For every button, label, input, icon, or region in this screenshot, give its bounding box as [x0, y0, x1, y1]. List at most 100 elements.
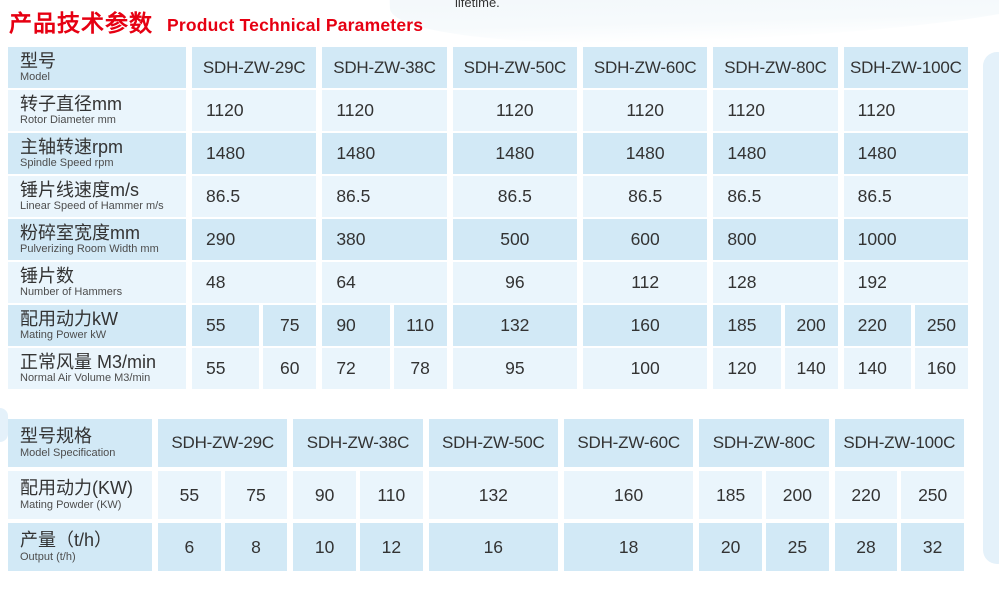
model-header-cell: SDH-ZW-80C — [699, 419, 829, 467]
model-header-cell: SDH-ZW-60C — [563, 419, 694, 467]
row-label-chinese: 型号 — [20, 50, 56, 71]
value-cell-wrap: 140 160 — [843, 348, 968, 389]
value: 86.5 — [713, 176, 838, 217]
value-cell-wrap: 1480 — [322, 133, 447, 174]
value: 95 — [452, 348, 577, 389]
value-cell-wrap: 86.5 — [322, 176, 447, 217]
row-label-english: Model Specification — [20, 446, 116, 459]
value-cell: 95 — [452, 348, 577, 389]
value-cell: 90 110 — [322, 305, 447, 346]
value-cell-wrap: 10 12 — [293, 523, 423, 571]
row-label-chinese: 正常风量 M3/min — [20, 351, 157, 372]
value-cell: 55 75 — [158, 471, 288, 519]
value-cell-wrap: 500 — [452, 219, 577, 260]
value: 20 — [699, 523, 762, 571]
value-cell: 220 250 — [843, 305, 968, 346]
value-cell-wrap: 55 75 — [192, 305, 317, 346]
value-cell: 86.5 — [713, 176, 838, 217]
value: 64 — [322, 262, 447, 303]
row-label: 产量（t/h） Output (t/h) — [8, 523, 152, 571]
row-label: 锤片线速度m/s Linear Speed of Hammer m/s — [8, 176, 186, 217]
row-label: 型号规格 Model Specification — [8, 419, 152, 467]
value-cell-wrap: 290 — [192, 219, 317, 260]
value-cell: 55 60 — [192, 348, 317, 389]
value-cell-wrap: 28 32 — [834, 523, 964, 571]
value-cell-wrap: 1120 — [322, 90, 447, 131]
value-cell: 1120 — [192, 90, 317, 131]
row-label: 配用动力(KW) Mating Powder (KW) — [8, 471, 152, 519]
value-cell-wrap: 64 — [322, 262, 447, 303]
value-cell: 1120 — [322, 90, 447, 131]
value: 220 — [834, 471, 898, 519]
value-cell-wrap: 1480 — [713, 133, 838, 174]
value-cell: 86.5 — [843, 176, 968, 217]
value-cell: 1480 — [583, 133, 708, 174]
value-cell-wrap: 86.5 — [583, 176, 708, 217]
value: 86.5 — [322, 176, 447, 217]
value: 55 — [192, 348, 260, 389]
table-row: 锤片数 Number of Hammers 48 64 96 112 128 192 — [8, 262, 968, 303]
row-label-chinese: 转子直径mm — [20, 93, 122, 114]
table-row: 产量（t/h） Output (t/h) 6 8 10 12 16 18 20 25 28 32 — [8, 523, 964, 571]
row-label: 粉碎室宽度mm Pulverizing Room Width mm — [8, 219, 186, 260]
row-label: 配用动力kW Mating Power kW — [8, 305, 186, 346]
value: 1120 — [452, 90, 577, 131]
value-cell-wrap: 55 75 — [158, 471, 288, 519]
value-cell: 185 200 — [713, 305, 838, 346]
value-cell: 380 — [322, 219, 447, 260]
value-cell-wrap: 20 25 — [699, 523, 829, 571]
value-cell-wrap: 48 — [192, 262, 317, 303]
row-label-chinese: 主轴转速rpm — [20, 136, 123, 157]
value: 1480 — [713, 133, 838, 174]
value-cell: 86.5 — [452, 176, 577, 217]
model-header-cell: SDH-ZW-29C — [192, 47, 317, 88]
model-header-cell: SDH-ZW-100C — [843, 47, 968, 88]
model-specification-table: 型号规格 Model Specification SDH-ZW-29C SDH-ZW-… — [8, 419, 964, 575]
row-label: 转子直径mm Rotor Diameter mm — [8, 90, 186, 131]
value: 75 — [263, 305, 317, 346]
model-header-cell: SDH-ZW-29C — [158, 419, 288, 467]
model-header-cell: SDH-ZW-50C — [428, 419, 558, 467]
value: 90 — [293, 471, 356, 519]
value-cell: 48 — [192, 262, 317, 303]
row-label-english: Normal Air Volume M3/min — [20, 372, 151, 385]
value-cell-wrap: 160 — [583, 305, 708, 346]
value: 192 — [843, 262, 968, 303]
value: 800 — [713, 219, 838, 260]
value: 72 — [322, 348, 390, 389]
value-cell-wrap: 1480 — [452, 133, 577, 174]
model-header-cell: SDH-ZW-38C — [293, 419, 423, 467]
model-header-cell: SDH-ZW-38C — [322, 47, 447, 88]
value-cell: 1120 — [843, 90, 968, 131]
value: 110 — [360, 471, 423, 519]
value: 132 — [428, 471, 558, 519]
value: 112 — [583, 262, 708, 303]
value: 78 — [393, 348, 447, 389]
value-cell: 1480 — [452, 133, 577, 174]
value-cell-wrap: 90 110 — [293, 471, 423, 519]
value-cell-wrap: 380 — [322, 219, 447, 260]
value-cell-wrap: 72 78 — [322, 348, 447, 389]
value-cell: 1120 — [583, 90, 708, 131]
section-title: 产品技术参数 Product Technical Parameters — [9, 4, 423, 38]
value-cell: 20 25 — [699, 523, 829, 571]
value: 55 — [158, 471, 221, 519]
value-cell-wrap: 1120 — [192, 90, 317, 131]
value-cell-wrap: 1120 — [713, 90, 838, 131]
value: 6 — [158, 523, 221, 571]
value-cell-wrap: 128 — [713, 262, 838, 303]
value: 250 — [914, 305, 968, 346]
value-cell-wrap: 95 — [452, 348, 577, 389]
value-cell: 1480 — [843, 133, 968, 174]
value-cell: 132 — [428, 471, 558, 519]
value: 1120 — [192, 90, 317, 131]
value-cell: 96 — [452, 262, 577, 303]
section-title-chinese: 产品技术参数 — [9, 10, 153, 36]
value-cell-wrap: 132 — [452, 305, 577, 346]
value: 290 — [192, 219, 317, 260]
value: 250 — [901, 471, 964, 519]
model-header-cell: SDH-ZW-80C — [713, 47, 838, 88]
value-cell-wrap: 55 60 — [192, 348, 317, 389]
value-cell-wrap: 220 250 — [843, 305, 968, 346]
value-cell-wrap: 90 110 — [322, 305, 447, 346]
